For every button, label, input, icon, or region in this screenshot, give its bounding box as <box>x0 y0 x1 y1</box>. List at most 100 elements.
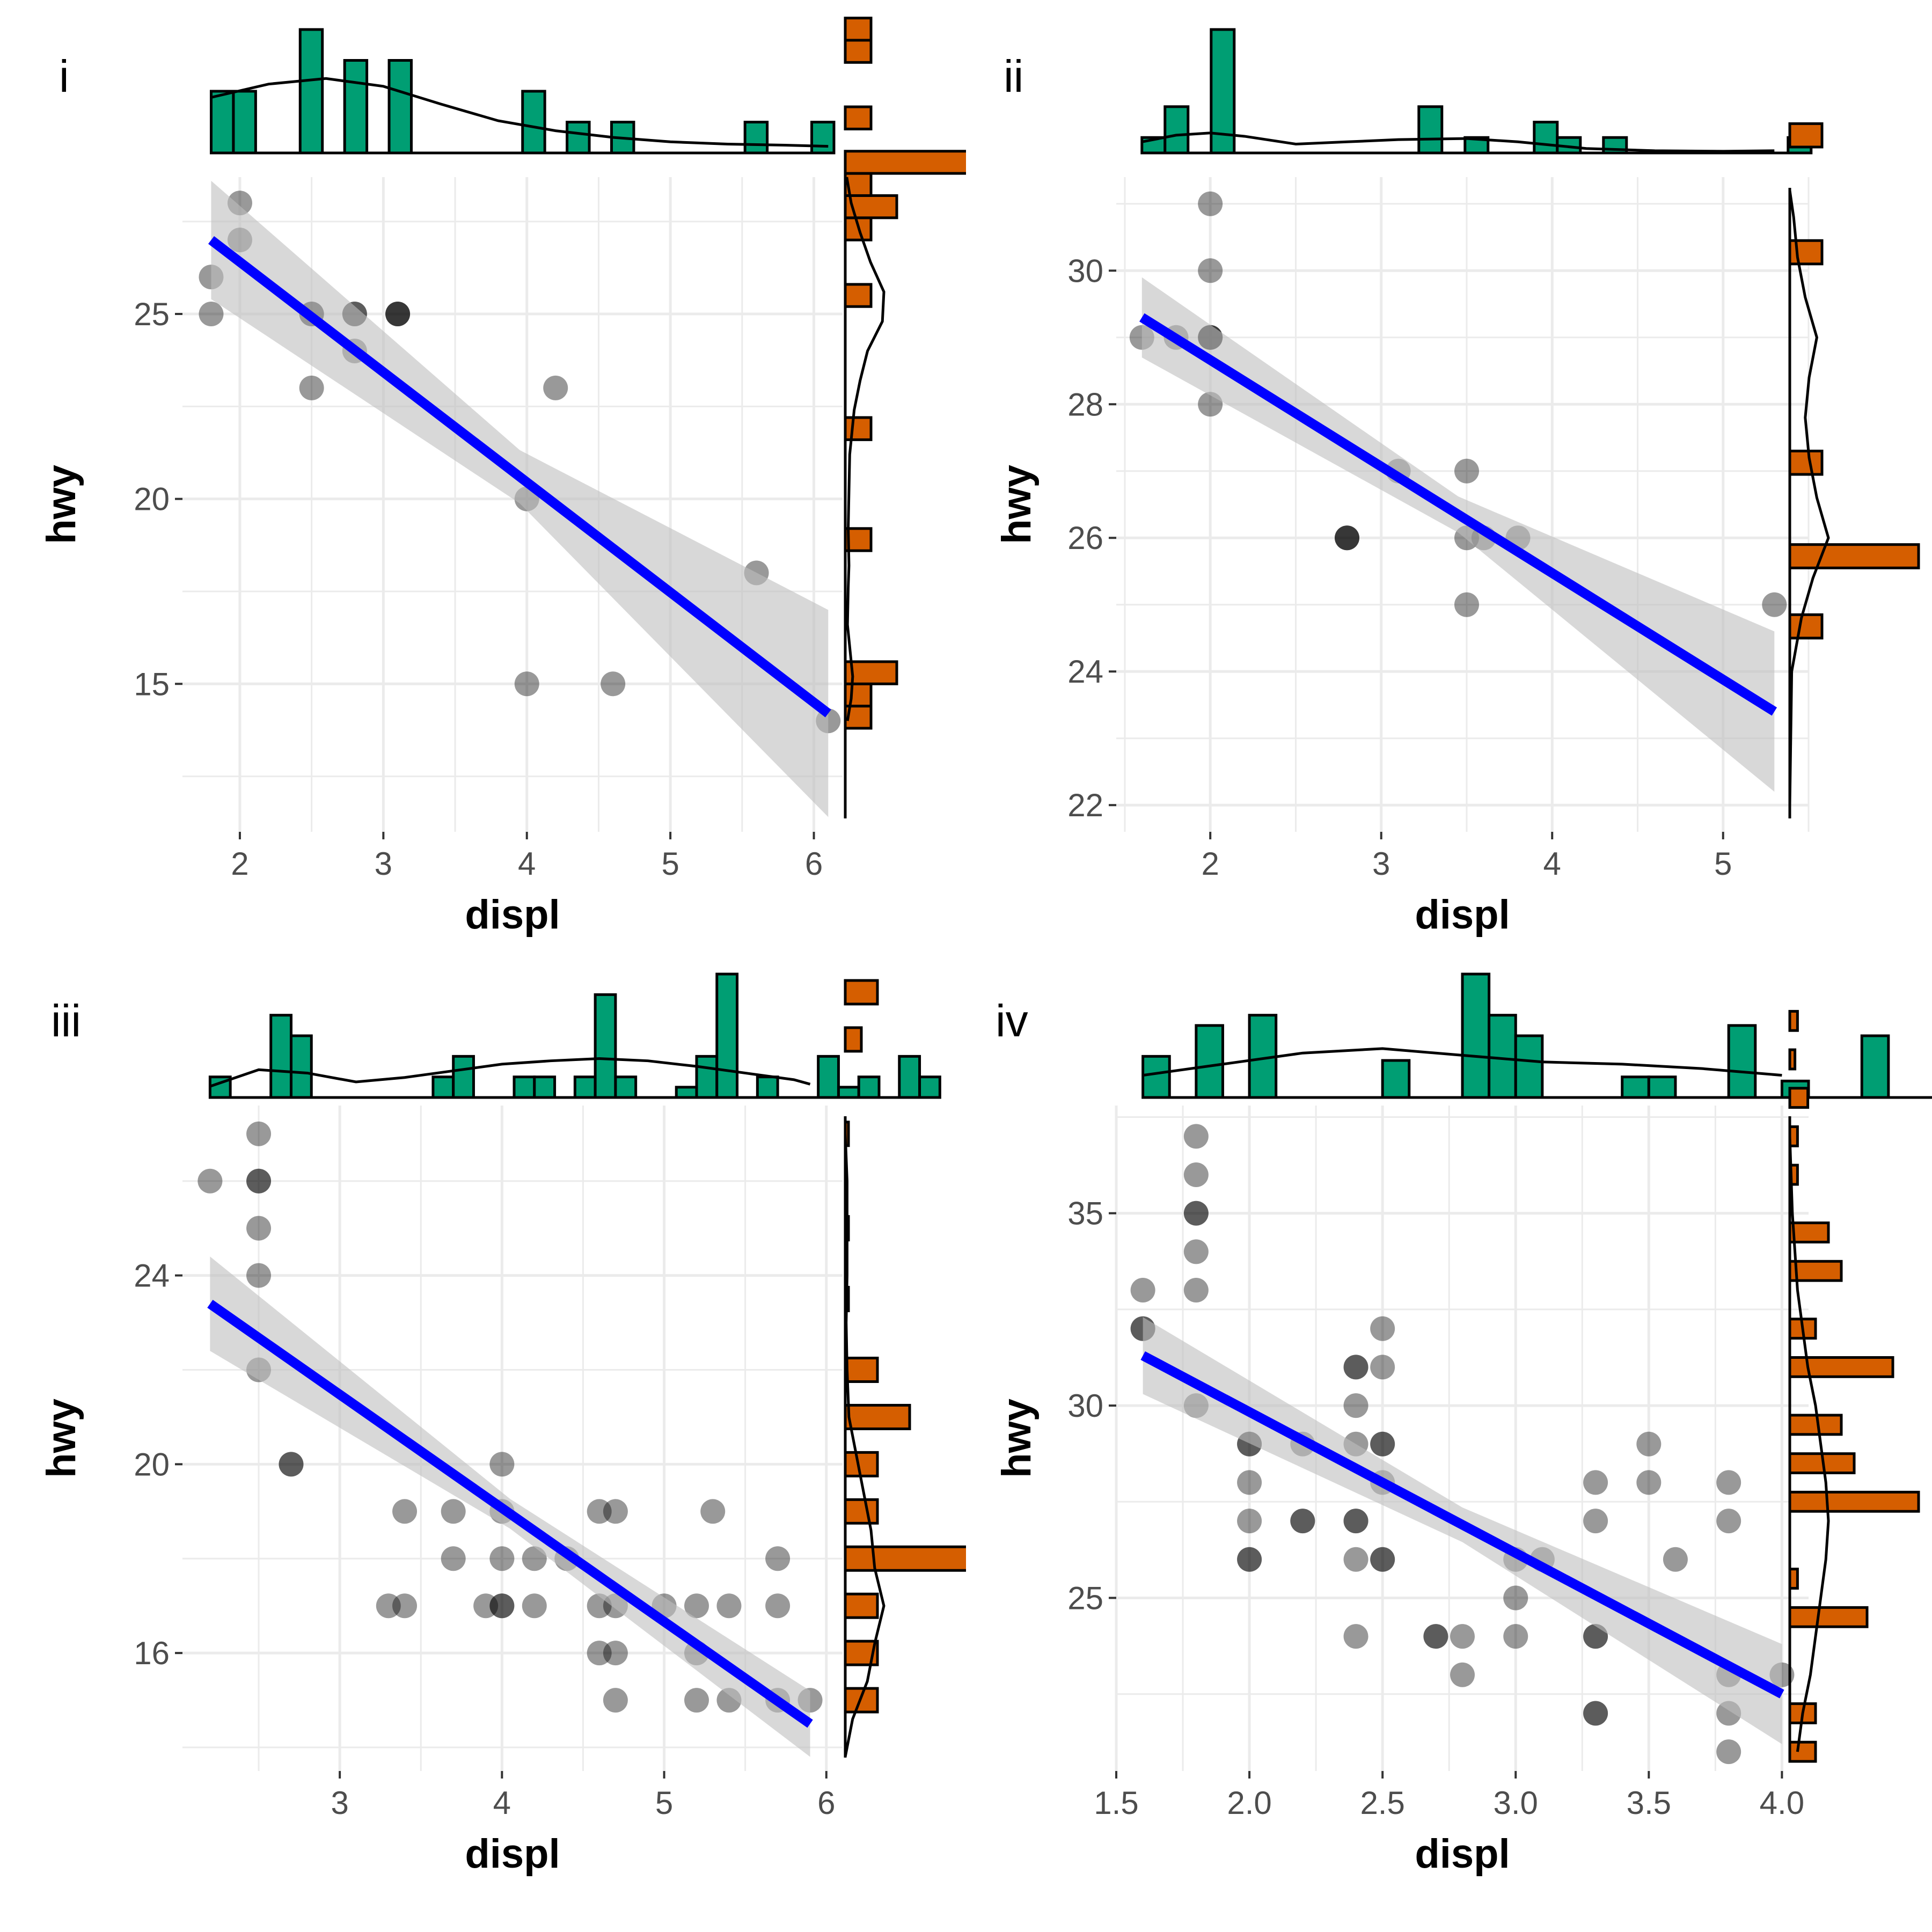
x-tick-label: 2 <box>1201 846 1219 882</box>
data-point <box>1716 1739 1741 1765</box>
y-histogram-bar <box>844 1498 879 1525</box>
y-axis-title: hwy <box>39 1399 84 1478</box>
y-histogram-bar <box>1788 543 1920 569</box>
x-histogram-bar <box>343 59 369 155</box>
data-point <box>1198 258 1223 283</box>
data-point <box>700 1499 726 1524</box>
panel-tag: ii <box>1004 51 1024 101</box>
y-density-curve <box>1788 1136 1830 1752</box>
data-point <box>543 375 568 400</box>
x-histogram-bar <box>810 121 836 155</box>
scatter-plot-svg: 1.5 2.0 2.5 3.0 3.5 4.0 25 30 35 displ hwy <box>994 972 1932 1877</box>
x-histogram-bar <box>298 28 324 155</box>
data-point <box>1183 1278 1209 1303</box>
data-point <box>1636 1470 1662 1495</box>
scatter-plot-svg: 2 3 4 5 6 15 20 25 displ hwy <box>39 17 966 938</box>
x-histogram-bar <box>1195 1024 1224 1099</box>
x-marginal-histogram <box>209 28 836 155</box>
x-tick-label: 3 <box>331 1785 348 1821</box>
chart-panel-i: i 2 3 4 5 6 15 20 25 displ hwy <box>0 0 966 966</box>
y-histogram-bar <box>1788 122 1824 149</box>
data-point <box>684 1688 709 1713</box>
x-histogram-bar <box>743 121 769 155</box>
y-histogram-bar <box>844 1687 879 1714</box>
y-histogram-bar <box>844 682 873 708</box>
x-tick-label: 1.5 <box>1094 1785 1138 1821</box>
axes: 2 3 4 5 22 24 26 28 30 displ hwy <box>994 253 1732 938</box>
x-histogram-bar <box>1488 1014 1517 1099</box>
x-histogram-bar <box>513 1075 536 1099</box>
data-point <box>197 1168 223 1194</box>
axes: 3 4 5 6 16 20 24 displ hwy <box>39 1258 835 1877</box>
data-point <box>1290 1509 1315 1534</box>
data-point <box>1450 1662 1475 1687</box>
scatter-plot-svg: 2 3 4 5 22 24 26 28 30 displ hwy <box>994 28 1920 938</box>
data-point <box>1454 592 1479 617</box>
y-histogram-bar <box>1788 1740 1817 1763</box>
data-point <box>1716 1470 1741 1495</box>
y-histogram-bar <box>844 150 966 175</box>
data-point <box>765 1593 791 1619</box>
data-point <box>1454 458 1479 484</box>
x-tick-label: 6 <box>817 1785 835 1821</box>
x-axis-title: displ <box>465 892 560 938</box>
y-tick-label: 15 <box>134 666 170 702</box>
x-histogram-bar <box>695 1055 719 1099</box>
data-point <box>1335 525 1359 551</box>
data-point <box>392 1499 418 1524</box>
x-histogram-bar <box>614 1075 638 1099</box>
x-histogram-bar <box>521 90 546 155</box>
data-point <box>1343 1355 1368 1380</box>
y-histogram-bar <box>844 1592 879 1619</box>
y-tick-label: 24 <box>134 1258 170 1294</box>
x-density-curve <box>210 77 829 148</box>
x-density-curve <box>1143 1047 1782 1077</box>
data-point <box>246 1216 272 1241</box>
x-histogram-bar <box>452 1055 475 1099</box>
x-histogram-bar <box>533 1075 557 1099</box>
data-point <box>1663 1547 1688 1572</box>
data-point <box>1370 1431 1395 1457</box>
y-marginal-histogram <box>844 979 966 1758</box>
confidence-ribbon <box>211 180 829 817</box>
data-point <box>1237 1509 1262 1534</box>
data-point <box>765 1546 791 1571</box>
confidence-ribbon <box>1141 277 1775 792</box>
data-point <box>1343 1509 1368 1534</box>
x-histogram-bar <box>675 1086 698 1099</box>
y-tick-label: 30 <box>1067 1388 1103 1424</box>
data-point <box>1335 525 1359 551</box>
x-histogram-bar <box>817 1055 840 1099</box>
y-tick-label: 26 <box>1067 520 1103 556</box>
x-histogram-bar <box>1461 972 1491 1099</box>
confidence-ribbon <box>1143 1317 1782 1744</box>
x-histogram-bar <box>209 90 235 155</box>
data-point <box>1583 1624 1608 1649</box>
x-axis-title: displ <box>1415 1831 1510 1877</box>
chart-panel-iii: iii 3 4 5 6 16 20 24 displ hwy <box>0 966 966 1932</box>
data-point <box>1370 1547 1395 1572</box>
data-point <box>522 1593 547 1619</box>
x-histogram-bar <box>232 90 257 155</box>
x-histogram-bar <box>918 1075 941 1099</box>
x-histogram-bar <box>1860 1034 1890 1099</box>
y-marginal-histogram <box>844 17 966 818</box>
regression-line <box>1139 313 1777 716</box>
x-histogram-bar <box>387 59 413 155</box>
y-histogram-bar <box>844 979 879 1006</box>
x-tick-label: 4 <box>518 846 536 882</box>
data-point <box>1423 1624 1448 1649</box>
x-marginal-histogram <box>1141 972 1932 1099</box>
x-histogram-bar <box>1727 1024 1757 1099</box>
data-point <box>489 1546 515 1571</box>
data-point <box>246 1263 272 1288</box>
data-point <box>1503 1585 1528 1611</box>
x-histogram-bar <box>1514 1034 1544 1099</box>
data-point <box>1343 1509 1368 1534</box>
y-histogram-bar <box>1788 1490 1920 1513</box>
y-histogram-bar <box>1788 1048 1797 1071</box>
regression-line <box>1140 1351 1784 1699</box>
x-histogram-bar <box>857 1075 881 1099</box>
x-tick-label: 4 <box>493 1785 511 1821</box>
y-histogram-bar <box>1788 1356 1894 1378</box>
